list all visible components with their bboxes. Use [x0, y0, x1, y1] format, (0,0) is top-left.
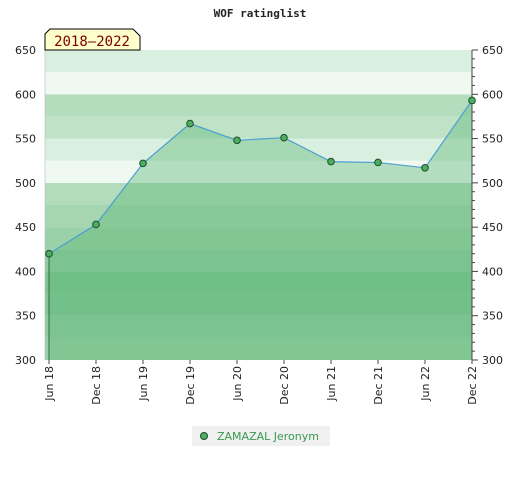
- data-point: [421, 164, 429, 172]
- y-tick-label-right: 300: [482, 354, 503, 367]
- legend-label: ZAMAZAL Jeronym: [217, 430, 319, 443]
- data-point: [139, 159, 147, 168]
- legend-marker-icon: [200, 432, 208, 440]
- y-tick-label-left: 450: [15, 221, 36, 234]
- y-tick-label-left: 300: [15, 354, 36, 367]
- data-point: [92, 220, 100, 229]
- y-tick-label-right: 550: [482, 133, 503, 146]
- series-area: [49, 100, 472, 360]
- series-line: [48, 100, 473, 255]
- legend: ZAMAZAL Jeronym: [192, 426, 330, 446]
- x-tick-label: Dec 18: [90, 366, 103, 405]
- legend-box: [192, 426, 330, 446]
- y-tick-label-left: 500: [15, 177, 36, 190]
- background-band: [45, 337, 472, 360]
- x-tick-label: Jun 18: [43, 366, 56, 402]
- y-tick-label-right: 400: [482, 265, 503, 278]
- background-band: [45, 94, 472, 117]
- x-tick-label: Dec 20: [278, 366, 291, 405]
- background-band: [45, 116, 472, 139]
- background-band: [45, 271, 472, 294]
- y-tick-label-right: 650: [482, 44, 503, 57]
- x-tick-label: Dec 22: [466, 366, 479, 405]
- points-layer: [45, 96, 476, 258]
- data-point: [327, 157, 335, 166]
- labels-layer: 300 300 350 350 400 400 450 450 500 500 550 550 600 6…: [15, 44, 503, 405]
- background-bands: [45, 50, 472, 360]
- y-tick-label-right: 500: [482, 177, 503, 190]
- data-point: [233, 136, 241, 145]
- y-tick-label-left: 650: [15, 44, 36, 57]
- x-tick-label: Jun 21: [325, 366, 338, 402]
- y-tick-label-right: 450: [482, 221, 503, 234]
- chart-title: WOF ratinglist: [214, 7, 307, 20]
- background-band: [45, 205, 472, 228]
- y-tick-label-left: 600: [15, 88, 36, 101]
- background-band: [45, 249, 472, 272]
- y-tick-label-right: 600: [482, 88, 503, 101]
- background-band: [45, 293, 472, 316]
- x-tick-label: Dec 19: [184, 366, 197, 405]
- period-badge: 2018–2022: [44, 28, 141, 51]
- y-tick-label-left: 350: [15, 310, 36, 323]
- background-band: [45, 182, 472, 205]
- x-tick-label: Jun 22: [419, 366, 432, 402]
- data-point: [45, 249, 53, 258]
- y-tick-label-right: 350: [482, 310, 503, 323]
- data-point: [374, 158, 382, 167]
- period-badge-box: [44, 28, 141, 51]
- x-tick-label: Jun 19: [137, 366, 150, 402]
- background-band: [45, 50, 472, 73]
- period-badge-text: 2018–2022: [54, 34, 130, 50]
- x-tick-label: Dec 21: [372, 366, 385, 405]
- background-band: [45, 72, 472, 95]
- data-point: [468, 96, 476, 105]
- x-tick-label: Jun 20: [231, 366, 244, 402]
- data-point: [186, 119, 194, 128]
- background-band: [45, 160, 472, 183]
- data-point: [280, 133, 288, 142]
- area-layer: [48, 100, 473, 360]
- background-band: [45, 315, 472, 338]
- background-band: [45, 227, 472, 250]
- y-tick-label-left: 550: [15, 133, 36, 146]
- y-tick-label-left: 400: [15, 265, 36, 278]
